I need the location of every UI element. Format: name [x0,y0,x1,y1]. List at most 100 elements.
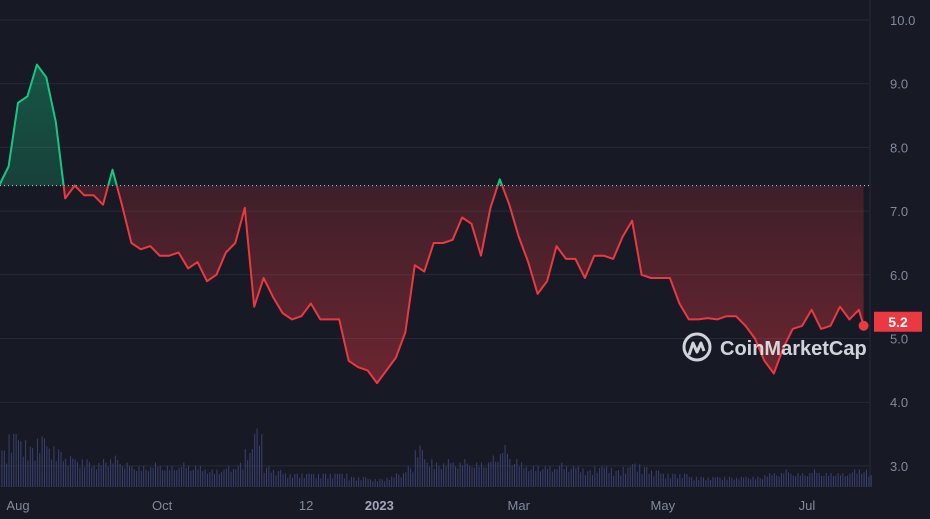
volume-bar [540,471,541,487]
volume-bar [568,472,570,487]
volume-bar [100,465,102,487]
volume-bar [178,467,180,487]
volume-bar [320,478,322,487]
volume-bar [183,462,185,487]
volume-bar [414,450,416,487]
volume-bar [152,467,154,487]
volume-bar [190,470,192,487]
volume-bar [738,479,740,487]
volume-bar [457,468,459,487]
volume-bar [13,433,15,487]
volume-bar [114,455,116,487]
volume-bar [868,476,870,487]
volume-bar [440,469,442,487]
volume-bar [653,476,655,487]
price-tag-bg [874,311,922,332]
volume-bar [169,470,171,487]
volume-bar [315,478,317,487]
volume-bar [691,477,693,487]
volume-bar [471,466,473,487]
volume-bar [242,469,244,487]
volume-bar [34,460,36,487]
volume-bar [865,473,867,487]
y-tick-label: 10.0 [890,13,915,28]
volume-bar [282,474,284,487]
volume-bar [140,470,142,487]
volume-bar [464,459,466,487]
volume-bar [580,472,582,487]
volume-bar [244,449,246,487]
volume-bar [530,469,532,487]
volume-bar [816,472,818,487]
volume-bar [780,473,782,487]
volume-bar [306,474,308,487]
volume-bar [58,449,60,487]
volume-bar [832,476,834,487]
volume-bar [447,459,449,487]
volume-bar [412,472,414,487]
volume-bar [622,466,624,487]
volume-bar [610,467,612,487]
volume-bar [811,473,813,487]
volume-bar [754,479,756,487]
volume-bar [504,445,506,487]
volume-bar [627,467,629,487]
volume-bar [847,475,849,487]
volume-bar [341,473,343,487]
volume-bar [514,464,516,487]
volume-bar [25,440,27,487]
volume-bar [750,479,752,487]
volume-bar [143,466,145,487]
volume-bar [731,477,733,487]
x-tick-label: 12 [299,498,313,513]
volume-bar [43,438,45,487]
volume-bar [757,476,759,487]
volume-bar [346,473,348,487]
volume-bar [107,466,109,487]
volume-bar [615,470,617,487]
volume-bar [516,459,518,487]
volume-bar [403,473,404,487]
volume-bar [480,462,482,487]
volume-bar [329,473,331,487]
volume-bar [417,457,419,487]
volume-bar [478,466,480,487]
volume-bar [258,445,260,487]
volume-bar [684,473,686,487]
x-tick-label: Oct [152,498,173,513]
volume-bar [277,471,279,487]
volume-bar [804,475,806,487]
volume-bar [369,479,371,487]
volume-bar [712,476,714,487]
volume-bar [561,462,563,487]
area-below-baseline [0,185,864,384]
volume-bar [41,436,43,487]
volume-bar [84,467,86,487]
price-area [0,64,864,384]
volume-bar [788,472,790,487]
volume-bar [145,469,147,487]
y-tick-label: 4.0 [890,395,908,410]
volume-bar [296,473,298,487]
volume-bar [707,477,709,487]
volume-bar [509,459,511,487]
volume-bar [154,462,156,487]
volume-bar [398,474,400,487]
volume-bar [275,475,277,487]
volume-bar [254,433,256,487]
volume-bar [698,480,700,487]
volume-bar [60,452,62,487]
volume-bar [15,434,17,487]
volume-bar [634,463,636,487]
volume-bar [769,473,771,487]
volume-bar [10,452,12,487]
volume-bar [445,466,447,487]
volume-bar [374,478,376,487]
volume-bar [851,472,853,487]
volume-bar [582,468,584,487]
y-tick-label: 5.0 [890,332,908,347]
volume-bar [110,459,112,487]
volume-bar [506,453,508,487]
volume-bar [861,473,863,487]
volume-bar [594,466,596,487]
